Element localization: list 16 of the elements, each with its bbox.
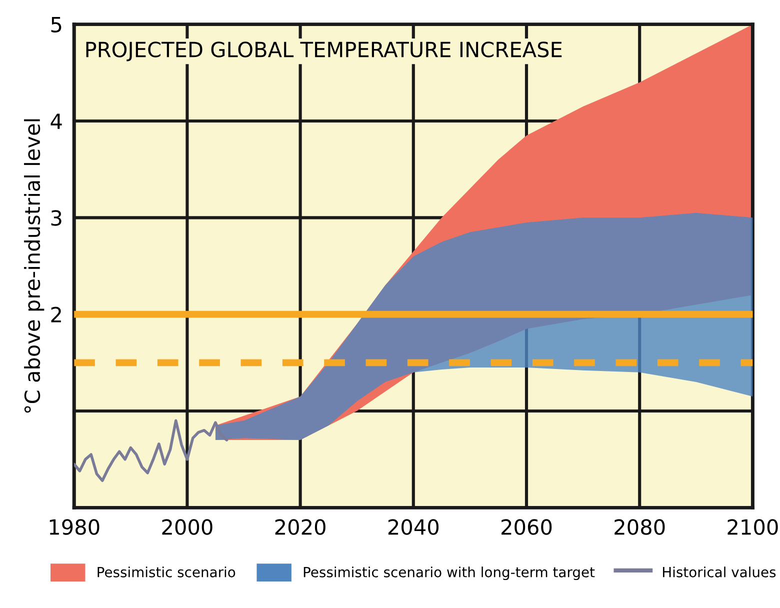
legend-label: Pessimistic scenario: [98, 566, 236, 578]
x-tick-label: 2020: [275, 519, 326, 535]
text: PROJECTED GLOBAL TEMPERATURE INCREASE: [86, 42, 562, 62]
x-tick-label: 2100: [728, 519, 778, 535]
y-axis-title: °C above pre-industrial level: [24, 119, 44, 413]
x-tick-label: 2000: [162, 519, 212, 535]
x-tick-label: 1980: [50, 519, 100, 535]
legend-label: Pessimistic scenario with long-term target: [304, 566, 595, 580]
x-tick-label: 2060: [502, 519, 552, 535]
x-tick-label: 2040: [388, 519, 439, 535]
x-tick-label: 2080: [614, 519, 665, 535]
legend-label: Historical values: [663, 566, 776, 578]
y-tick-label: 2: [51, 306, 61, 322]
y-tick-label: 3: [51, 210, 62, 226]
y-tick-label: 4: [50, 114, 62, 129]
y-tick-label: 5: [51, 17, 62, 33]
